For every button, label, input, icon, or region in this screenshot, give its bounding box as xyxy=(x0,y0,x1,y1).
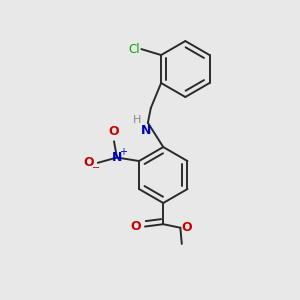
Text: +: + xyxy=(119,147,128,157)
Text: O: O xyxy=(182,221,192,234)
Text: H: H xyxy=(133,116,141,125)
Text: −: − xyxy=(92,163,101,173)
Text: N: N xyxy=(141,124,152,137)
Text: O: O xyxy=(109,125,119,138)
Text: Cl: Cl xyxy=(128,43,140,56)
Text: O: O xyxy=(84,156,94,169)
Text: N: N xyxy=(112,151,122,164)
Text: O: O xyxy=(131,220,142,233)
